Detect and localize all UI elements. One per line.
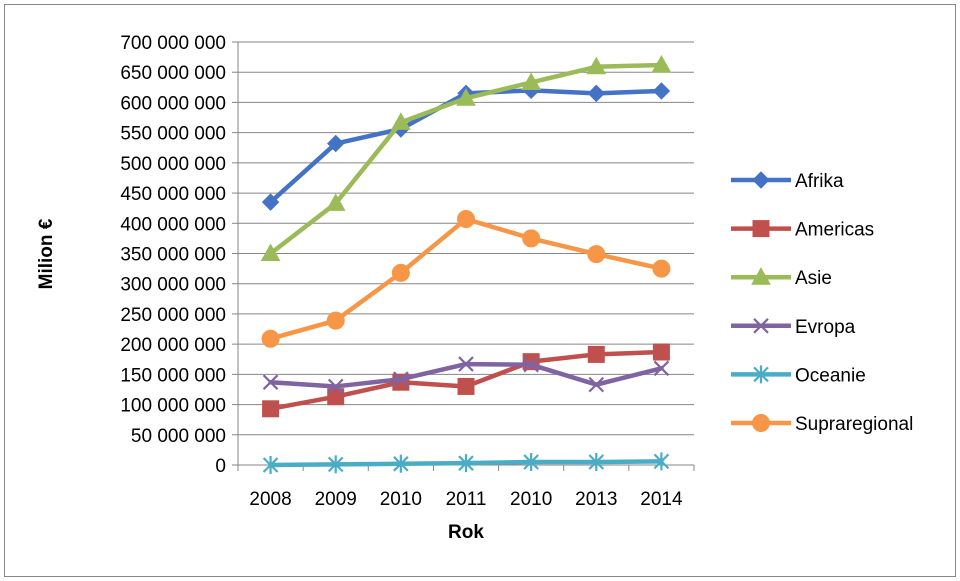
y-tick-label: 550 000 000: [120, 124, 226, 145]
series-asie: [260, 54, 672, 261]
x-tick-label: 2013: [575, 489, 617, 510]
legend-item-supraregional: Supraregional: [731, 414, 913, 435]
data-point: [587, 84, 605, 103]
y-tick-labels: 0 50 000 000 100 000 000 150 000 000 200 000…: [120, 33, 226, 477]
legend-marker: [752, 414, 770, 432]
legend-marker: [752, 220, 770, 238]
legend-item-afrika: Afrika: [731, 171, 844, 192]
data-point: [522, 229, 541, 248]
series-supraregional: [261, 210, 671, 348]
legend-label: Evropa: [795, 317, 856, 338]
data-point: [326, 311, 345, 330]
legend-label: Afrika: [795, 171, 844, 192]
series-lines: [260, 54, 672, 474]
data-point: [521, 72, 541, 90]
data-point: [391, 263, 410, 282]
x-tick-label: 2011: [446, 489, 487, 510]
x-tick-label: 2009: [315, 489, 357, 510]
data-point: [587, 245, 606, 264]
legend-marker: [752, 171, 770, 189]
y-tick-label: 600 000 000: [120, 93, 226, 114]
y-tick-label: 50 000 000: [131, 426, 226, 447]
y-tick-label: 700 000 000: [120, 33, 226, 54]
data-point: [262, 456, 279, 474]
data-point: [393, 454, 409, 473]
y-tick-label: 0: [215, 456, 226, 477]
data-point: [652, 259, 671, 278]
axes: [232, 41, 695, 471]
y-tick-label: 500 000 000: [120, 154, 226, 175]
legend-item-evropa: Evropa: [731, 317, 856, 338]
data-point: [457, 210, 475, 229]
y-tick-label: 350 000 000: [120, 245, 226, 266]
data-point: [458, 454, 474, 473]
data-point: [523, 356, 539, 373]
data-point: [652, 343, 670, 361]
y-tick-label: 100 000 000: [120, 396, 226, 417]
series-line: [268, 88, 664, 205]
x-axis-title: Rok: [448, 522, 484, 543]
data-point: [391, 112, 411, 130]
data-point: [262, 400, 280, 418]
data-point: [587, 345, 605, 363]
y-tick-label: 150 000 000: [120, 365, 226, 386]
legend-marker: [753, 318, 769, 334]
data-point: [260, 243, 281, 261]
series-americas: [262, 343, 670, 418]
y-tick-label: 300 000 000: [120, 275, 226, 296]
y-tick-label: 400 000 000: [120, 214, 226, 235]
data-point: [457, 377, 475, 395]
y-tick-label: 200 000 000: [120, 335, 226, 356]
legend-item-americas: Americas: [731, 220, 874, 241]
data-point: [261, 329, 280, 348]
legend: Afrika Americas Asie Evropa Oceanie Supraregi…: [731, 171, 913, 435]
x-tick-label: 2010: [380, 489, 422, 510]
legend-label: Supraregional: [795, 414, 913, 435]
data-point: [458, 356, 474, 372]
legend-marker: [751, 267, 771, 285]
legend-label: Americas: [795, 220, 874, 241]
data-point: [262, 374, 279, 390]
y-tick-label: 650 000 000: [120, 63, 226, 84]
data-point: [327, 134, 345, 153]
series-oceanie: [262, 452, 670, 474]
data-point: [588, 376, 605, 393]
series-evropa: [262, 356, 670, 395]
data-point: [393, 371, 409, 387]
x-tick-label: 2008: [249, 489, 291, 510]
y-tick-label: 450 000 000: [120, 184, 226, 205]
data-point: [456, 88, 476, 106]
data-point: [653, 452, 670, 471]
legend-item-asie: Asie: [731, 267, 832, 289]
legend-marker: [753, 365, 769, 384]
y-axis-title: Milion €: [36, 218, 57, 289]
x-tick-label: 2010: [510, 489, 552, 510]
data-point: [652, 82, 671, 100]
data-point: [327, 378, 344, 395]
legend-label: Asie: [795, 268, 832, 289]
legend-item-oceanie: Oceanie: [731, 365, 866, 386]
data-point: [261, 193, 280, 211]
chart-frame: [4, 4, 956, 577]
data-point: [327, 455, 344, 474]
data-point: [651, 54, 672, 73]
data-point: [586, 56, 607, 75]
x-tick-label: 2014: [640, 489, 683, 510]
legend-label: Oceanie: [795, 365, 866, 386]
data-point: [523, 452, 539, 471]
y-tick-label: 250 000 000: [120, 305, 226, 326]
data-point: [653, 360, 670, 377]
data-point: [327, 388, 345, 406]
data-point: [588, 452, 605, 471]
x-tick-labels: 2008 2009 2010 2011 2010 2013 2014: [249, 489, 683, 510]
data-point: [325, 193, 346, 211]
